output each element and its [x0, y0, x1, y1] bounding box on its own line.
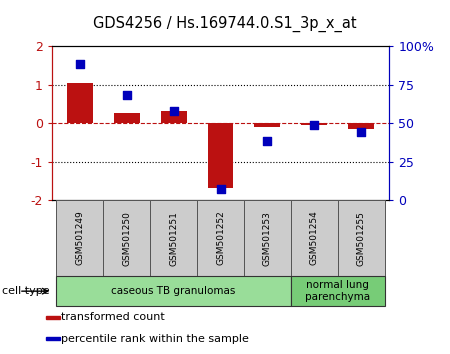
Bar	[46, 316, 60, 319]
Bar	[114, 113, 140, 123]
Text: GDS4256 / Hs.169744.0.S1_3p_x_at: GDS4256 / Hs.169744.0.S1_3p_x_at	[93, 16, 357, 32]
FancyBboxPatch shape	[56, 276, 291, 306]
Text: GSM501251: GSM501251	[169, 211, 178, 266]
Text: caseous TB granulomas: caseous TB granulomas	[112, 286, 236, 296]
Text: transformed count: transformed count	[62, 312, 165, 322]
FancyBboxPatch shape	[56, 200, 104, 276]
Point	[217, 187, 224, 192]
Bar	[207, 123, 234, 188]
Text: GSM501254: GSM501254	[310, 211, 319, 266]
Point	[170, 108, 177, 114]
Bar	[46, 337, 60, 340]
Text: percentile rank within the sample: percentile rank within the sample	[62, 333, 249, 344]
FancyBboxPatch shape	[104, 200, 150, 276]
Text: GSM501249: GSM501249	[76, 211, 85, 266]
Bar	[67, 82, 93, 123]
Bar	[255, 123, 280, 127]
Point	[123, 92, 130, 98]
Point	[264, 139, 271, 144]
Text: GSM501255: GSM501255	[356, 211, 365, 266]
Point	[310, 122, 318, 127]
Text: GSM501252: GSM501252	[216, 211, 225, 266]
Bar	[348, 123, 374, 129]
Text: normal lung
parenchyma: normal lung parenchyma	[305, 280, 370, 302]
FancyBboxPatch shape	[244, 200, 291, 276]
FancyBboxPatch shape	[338, 200, 385, 276]
FancyBboxPatch shape	[150, 200, 197, 276]
FancyBboxPatch shape	[291, 200, 338, 276]
FancyBboxPatch shape	[197, 200, 244, 276]
Bar	[302, 123, 327, 125]
Text: GSM501253: GSM501253	[263, 211, 272, 266]
Point	[76, 62, 84, 67]
Point	[357, 130, 364, 135]
Text: cell type: cell type	[2, 286, 50, 296]
Bar	[161, 112, 186, 123]
Text: GSM501250: GSM501250	[122, 211, 131, 266]
FancyBboxPatch shape	[291, 276, 385, 306]
